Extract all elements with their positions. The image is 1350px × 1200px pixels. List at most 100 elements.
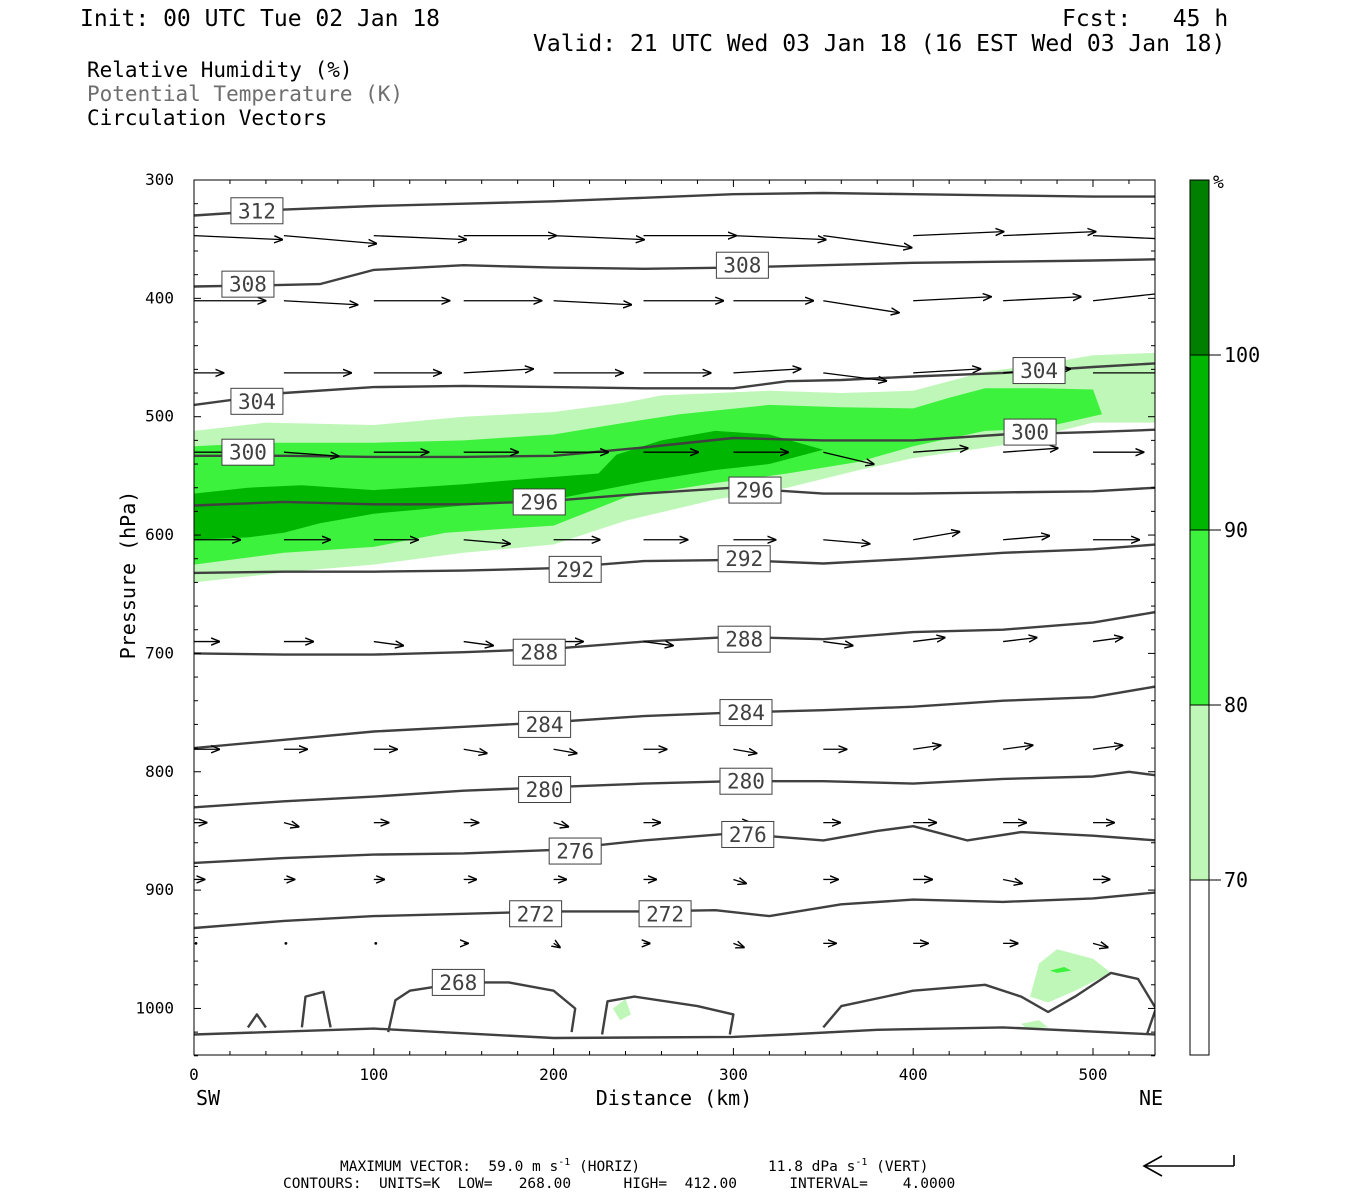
vector-arrow — [373, 642, 403, 646]
vector-arrow — [823, 372, 886, 381]
contour-label-text: 288 — [725, 628, 763, 652]
contour-label-text: 300 — [229, 441, 267, 465]
max-vector-vert: 11.8 dPa s-1 (VERT) — [768, 1157, 928, 1175]
max-vector-horiz-label: (HORIZ) — [579, 1158, 641, 1175]
vector-arrow — [463, 749, 487, 753]
theta-contour-268 — [822, 971, 1155, 1035]
x-tick-label: 300 — [719, 1065, 748, 1084]
vector-arrow — [194, 941, 198, 945]
x-tick-label: 100 — [359, 1065, 388, 1084]
max-vector-vert-exp: -1 — [855, 1157, 868, 1168]
vector-arrow — [554, 943, 560, 947]
contour-label-text: 300 — [1011, 421, 1049, 445]
contour-label-box — [512, 638, 566, 666]
vector-arrow — [1092, 943, 1108, 947]
contour-label-304: 304 — [1012, 357, 1066, 385]
vector-arrow — [823, 642, 852, 646]
vector-arrow — [1092, 745, 1122, 749]
y-tick-label: 700 — [145, 643, 174, 662]
theta-contour-268 — [387, 981, 577, 1033]
y-tick-label: 1000 — [135, 998, 174, 1017]
contour-label-text: 292 — [725, 547, 763, 571]
contour-label-box — [518, 710, 572, 738]
reference-vector-icon — [1142, 1155, 1235, 1177]
vector-arrow — [283, 823, 299, 827]
plot-frame — [193, 179, 1156, 1056]
contour-label-308: 308 — [715, 251, 769, 279]
y-tick-label: 500 — [145, 407, 174, 426]
contour-label-box — [230, 197, 284, 225]
vector-arrow — [1003, 297, 1081, 301]
legend-rh: Relative Humidity (%) — [87, 58, 353, 82]
vector-arrow — [1003, 448, 1058, 452]
contour-label-304: 304 — [230, 387, 284, 415]
contour-label-box — [518, 776, 572, 804]
rh-fill-70 — [1030, 949, 1111, 1003]
contour-label-box — [717, 625, 771, 653]
contour-label-text: 296 — [520, 490, 558, 514]
contour-label-text: 280 — [727, 770, 765, 794]
vector-arrow — [733, 234, 825, 240]
vector-arrow — [1003, 536, 1049, 540]
contour-label-box — [548, 837, 602, 865]
contour-label-288: 288 — [717, 625, 771, 653]
contour-label-text: 272 — [517, 902, 555, 926]
contour-label-box — [230, 387, 284, 415]
vector-arrow — [463, 642, 493, 646]
vector-arrow — [913, 232, 1003, 237]
colorbar-level-label: 100 — [1224, 343, 1260, 367]
forecast-hour: Fcst: 45 h — [1062, 6, 1229, 32]
rh-shading — [194, 352, 1155, 1029]
contour-label-276: 276 — [721, 820, 775, 848]
contour-label-text: 280 — [526, 778, 564, 802]
contour-label-272: 272 — [509, 900, 563, 928]
contour-label-box — [719, 767, 773, 795]
vector-arrow — [1003, 745, 1032, 749]
theta-contour-268 — [600, 995, 735, 1035]
theta-contour-296 — [194, 486, 1155, 507]
colorbar-segment — [1189, 529, 1210, 706]
x-tick-label: 400 — [899, 1065, 928, 1084]
vector-arrow — [733, 369, 800, 373]
vector-arrow — [1092, 638, 1122, 642]
contour-label-308: 308 — [221, 270, 275, 298]
max-vector-horiz-value: MAXIMUM VECTOR: 59.0 m s — [340, 1158, 559, 1175]
colorbar-segment — [1189, 704, 1210, 881]
contour-label-box — [728, 476, 782, 504]
contour-label-box — [719, 699, 773, 727]
contour-label-box — [638, 900, 692, 928]
rh-fill-90 — [194, 430, 824, 540]
vector-arrow — [913, 745, 940, 749]
valid-time: Valid: 21 UTC Wed 03 Jan 18 (16 EST Wed … — [533, 31, 1226, 57]
contour-label-280: 280 — [518, 776, 572, 804]
colorbar-segment — [1189, 354, 1210, 531]
vector-arrow — [823, 300, 899, 313]
contour-label-text: 304 — [238, 390, 276, 414]
vector-arrow — [733, 879, 746, 883]
x-right-end-label: NE — [1139, 1086, 1163, 1110]
vector-arrow — [194, 234, 282, 240]
x-tick-label: 500 — [1079, 1065, 1108, 1084]
colorbar: 70 80 90 100% — [1189, 172, 1260, 1056]
max-vector-line: MAXIMUM VECTOR: 59.0 m s-1 (HORIZ) — [340, 1157, 640, 1175]
vector-arrow — [1003, 232, 1095, 237]
contour-label-text: 304 — [1020, 359, 1058, 383]
rh-fill-70 — [1021, 1020, 1049, 1029]
max-vector-vert-label: (VERT) — [876, 1158, 929, 1175]
contour-label-312: 312 — [230, 197, 284, 225]
vector-arrow — [1092, 234, 1155, 240]
contour-label-292: 292 — [717, 545, 771, 573]
vector-arrow — [283, 234, 376, 244]
vector-arrow — [463, 369, 533, 373]
contour-label-296: 296 — [512, 488, 566, 516]
contour-label-276: 276 — [548, 837, 602, 865]
legend-theta: Potential Temperature (K) — [87, 82, 404, 106]
contour-label-text: 312 — [238, 199, 276, 223]
contour-label-box — [715, 251, 769, 279]
vector-arrow — [1002, 879, 1022, 883]
theta-contour-268 — [246, 1013, 267, 1029]
contour-label-box — [717, 545, 771, 573]
contour-label-300: 300 — [1003, 418, 1057, 446]
contour-label-box — [431, 968, 485, 996]
